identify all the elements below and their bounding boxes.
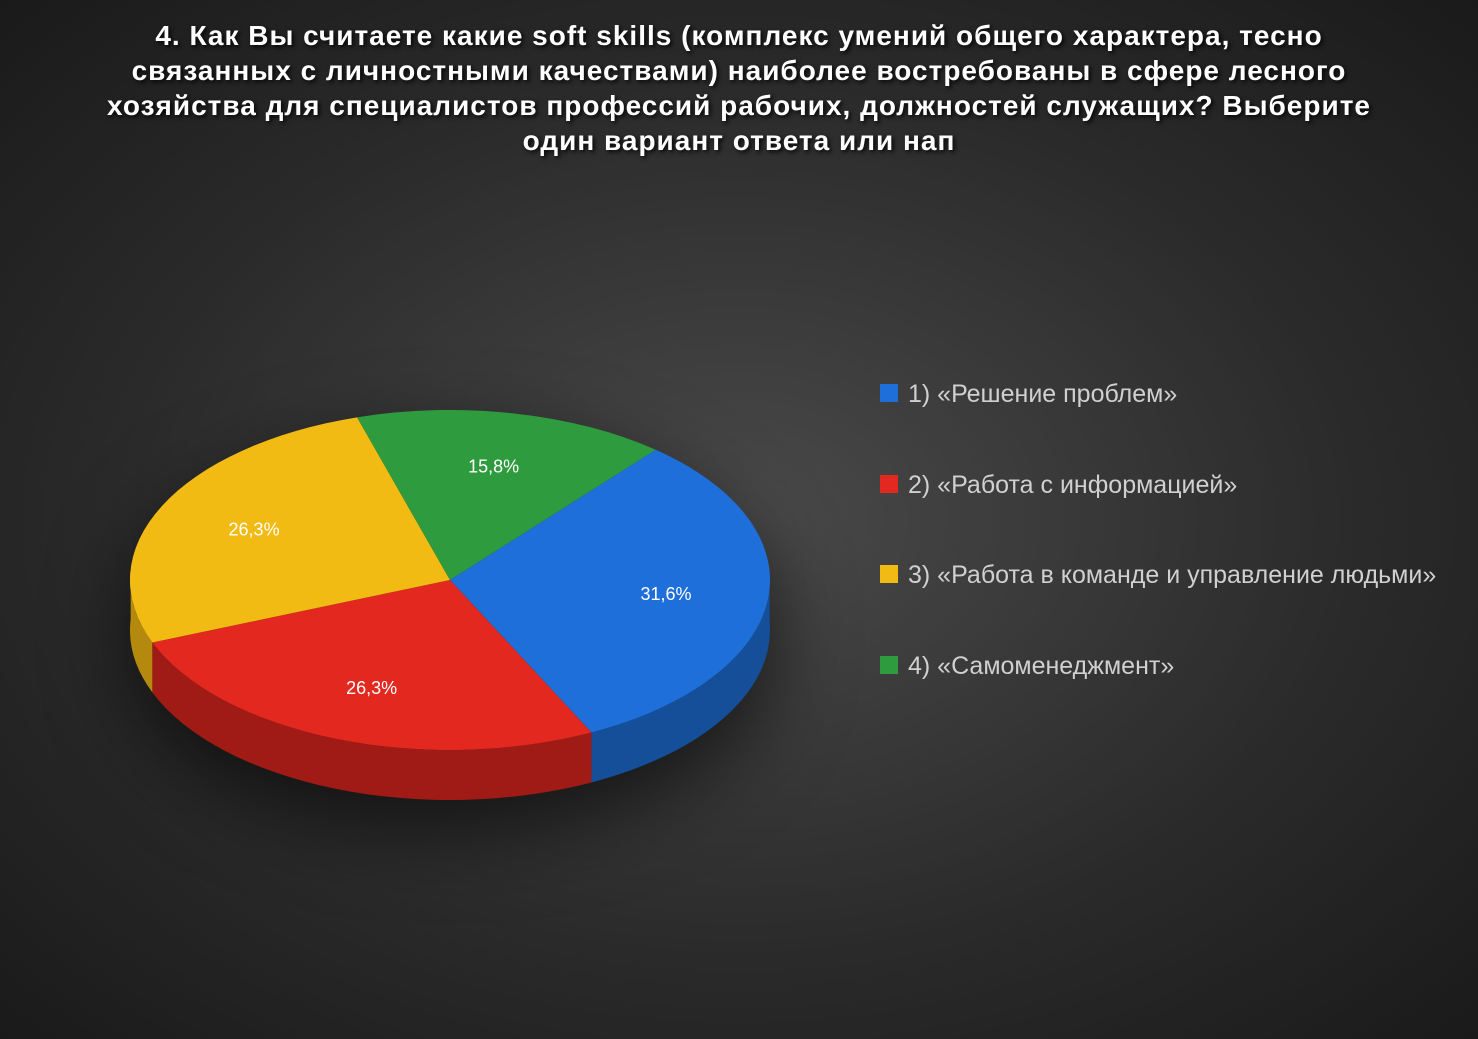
legend-swatch <box>880 656 898 674</box>
legend-item: 4) «Самоменеджмент» <box>880 650 1440 683</box>
legend-label: 1) «Решение проблем» <box>908 378 1440 411</box>
pie-slice-label: 26,3% <box>229 520 280 540</box>
pie-chart: 31,6% 26,3% 26,3% 15,8% <box>90 300 810 920</box>
legend: 1) «Решение проблем» 2) «Работа с информа… <box>880 378 1440 740</box>
pie-slice-label: 26,3% <box>346 678 397 698</box>
legend-label: 2) «Работа с информацией» <box>908 469 1440 502</box>
legend-label: 3) «Работа в команде и управление людьми… <box>908 559 1440 592</box>
pie-slice-label: 15,8% <box>468 457 519 477</box>
pie-slice-label: 31,6% <box>641 584 692 604</box>
legend-item: 2) «Работа с информацией» <box>880 469 1440 502</box>
legend-item: 1) «Решение проблем» <box>880 378 1440 411</box>
legend-swatch <box>880 565 898 583</box>
legend-label: 4) «Самоменеджмент» <box>908 650 1440 683</box>
legend-swatch <box>880 384 898 402</box>
legend-swatch <box>880 475 898 493</box>
legend-item: 3) «Работа в команде и управление людьми… <box>880 559 1440 592</box>
chart-title: 4. Как Вы считаете какие soft skills (ко… <box>79 18 1399 158</box>
